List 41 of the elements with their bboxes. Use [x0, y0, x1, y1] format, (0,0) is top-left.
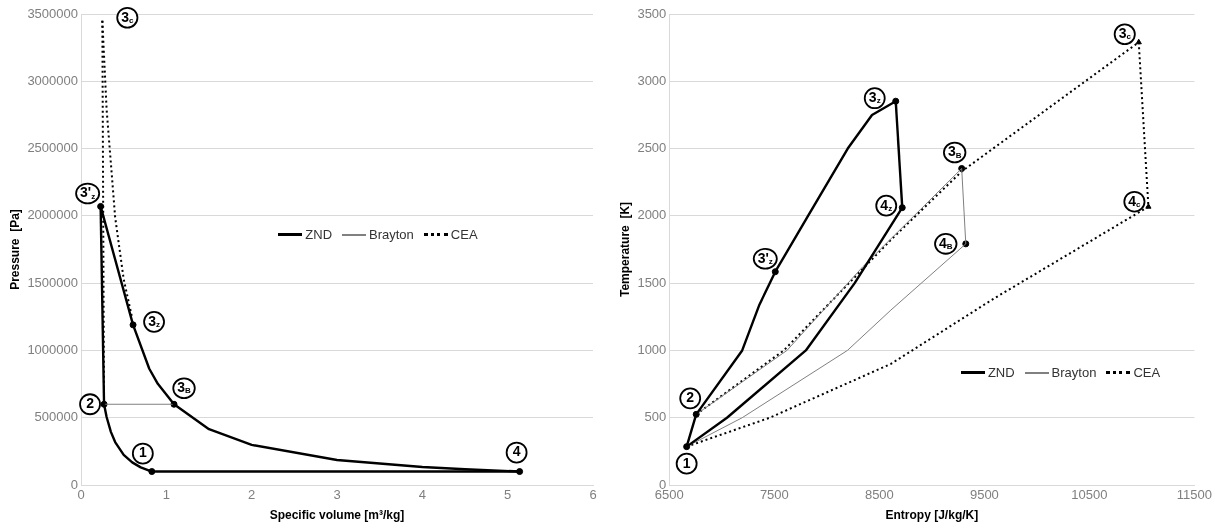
y-tick-label: 3000: [637, 72, 667, 88]
x-tick-label: 6: [589, 487, 597, 503]
x-tick-label: 1: [162, 487, 170, 503]
x-tick-label: 3: [333, 487, 341, 503]
legend-label: ZND: [987, 365, 1015, 380]
y-tick-label: 500: [644, 409, 667, 425]
legend-label: Brayton: [369, 227, 414, 243]
y-tick-label: 1000: [637, 342, 667, 358]
annotation: 2: [86, 395, 95, 412]
legend-label: CEA: [450, 227, 478, 243]
y-tick-label: 2000: [637, 207, 667, 223]
annotation: 1: [138, 444, 147, 461]
y-tick-label: 0: [70, 476, 79, 492]
x-tick-label: 5: [504, 487, 512, 503]
y-tick-label: 500000: [34, 409, 79, 425]
y-tick-label: 1500000: [27, 274, 79, 290]
y-axis-title: Temperature [K]: [617, 201, 632, 298]
x-tick-label: 9500: [969, 487, 999, 503]
x-tick-label: 7500: [759, 487, 789, 503]
x-tick-label: 8500: [864, 487, 894, 503]
y-tick-label: 1000000: [27, 342, 79, 358]
annotation: 2: [686, 389, 695, 406]
y-axis-title: Pressure [Pa]: [7, 209, 22, 290]
y-tick-label: 2000000: [27, 207, 79, 223]
x-tick-label: 4: [418, 487, 426, 503]
x-tick-label: 2: [248, 487, 256, 503]
legend-label: CEA: [1133, 365, 1161, 380]
legend-label: ZND: [305, 227, 333, 243]
x-axis-title: Entropy [J/kg/K]: [885, 508, 979, 523]
x-tick-label: 10500: [1071, 487, 1108, 503]
legend-label: Brayton: [1051, 365, 1097, 380]
y-tick-label: 3000000: [27, 72, 79, 88]
y-tick-label: 2500: [637, 140, 667, 156]
y-tick-label: 3500000: [27, 5, 79, 21]
x-tick-label: 11500: [1176, 487, 1212, 503]
annotation: 4: [512, 443, 521, 460]
x-axis-title: Specific volume [m³/kg]: [269, 508, 405, 523]
y-tick-label: 2500000: [27, 140, 79, 156]
y-tick-label: 1500: [637, 274, 667, 290]
y-tick-label: 3500: [637, 5, 667, 21]
annotation: 1: [682, 454, 691, 471]
